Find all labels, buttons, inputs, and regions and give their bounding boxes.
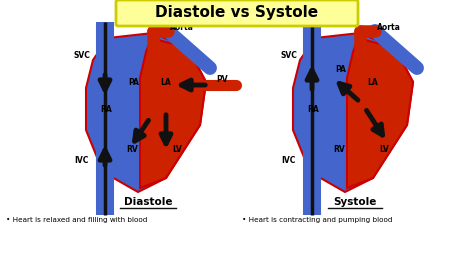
Text: Aorta: Aorta — [170, 23, 194, 32]
Text: • Heart is relaxed and filling with blood: • Heart is relaxed and filling with bloo… — [6, 217, 147, 223]
Text: RA: RA — [100, 105, 112, 114]
Text: LV: LV — [379, 145, 389, 154]
Text: LA: LA — [367, 78, 378, 87]
Text: Systole: Systole — [333, 197, 377, 207]
Text: LA: LA — [160, 78, 171, 87]
Polygon shape — [140, 38, 206, 188]
Text: PV: PV — [216, 75, 228, 84]
Text: IVC: IVC — [281, 156, 295, 165]
Text: IVC: IVC — [74, 156, 88, 165]
Polygon shape — [347, 38, 413, 188]
Text: RV: RV — [333, 145, 345, 154]
Text: RA: RA — [307, 105, 319, 114]
Text: Aorta: Aorta — [377, 23, 401, 32]
Text: Diastole vs Systole: Diastole vs Systole — [155, 6, 319, 20]
Text: SVC: SVC — [74, 51, 91, 60]
FancyBboxPatch shape — [116, 0, 358, 26]
Text: PA: PA — [335, 65, 346, 74]
Text: Diastole: Diastole — [124, 197, 172, 207]
Polygon shape — [293, 33, 413, 192]
Text: SVC: SVC — [281, 51, 298, 60]
Text: • Heart is contracting and pumping blood: • Heart is contracting and pumping blood — [242, 217, 392, 223]
Text: LV: LV — [172, 145, 182, 154]
Text: RV: RV — [126, 145, 138, 154]
Text: PA: PA — [128, 78, 139, 87]
Polygon shape — [86, 33, 206, 192]
